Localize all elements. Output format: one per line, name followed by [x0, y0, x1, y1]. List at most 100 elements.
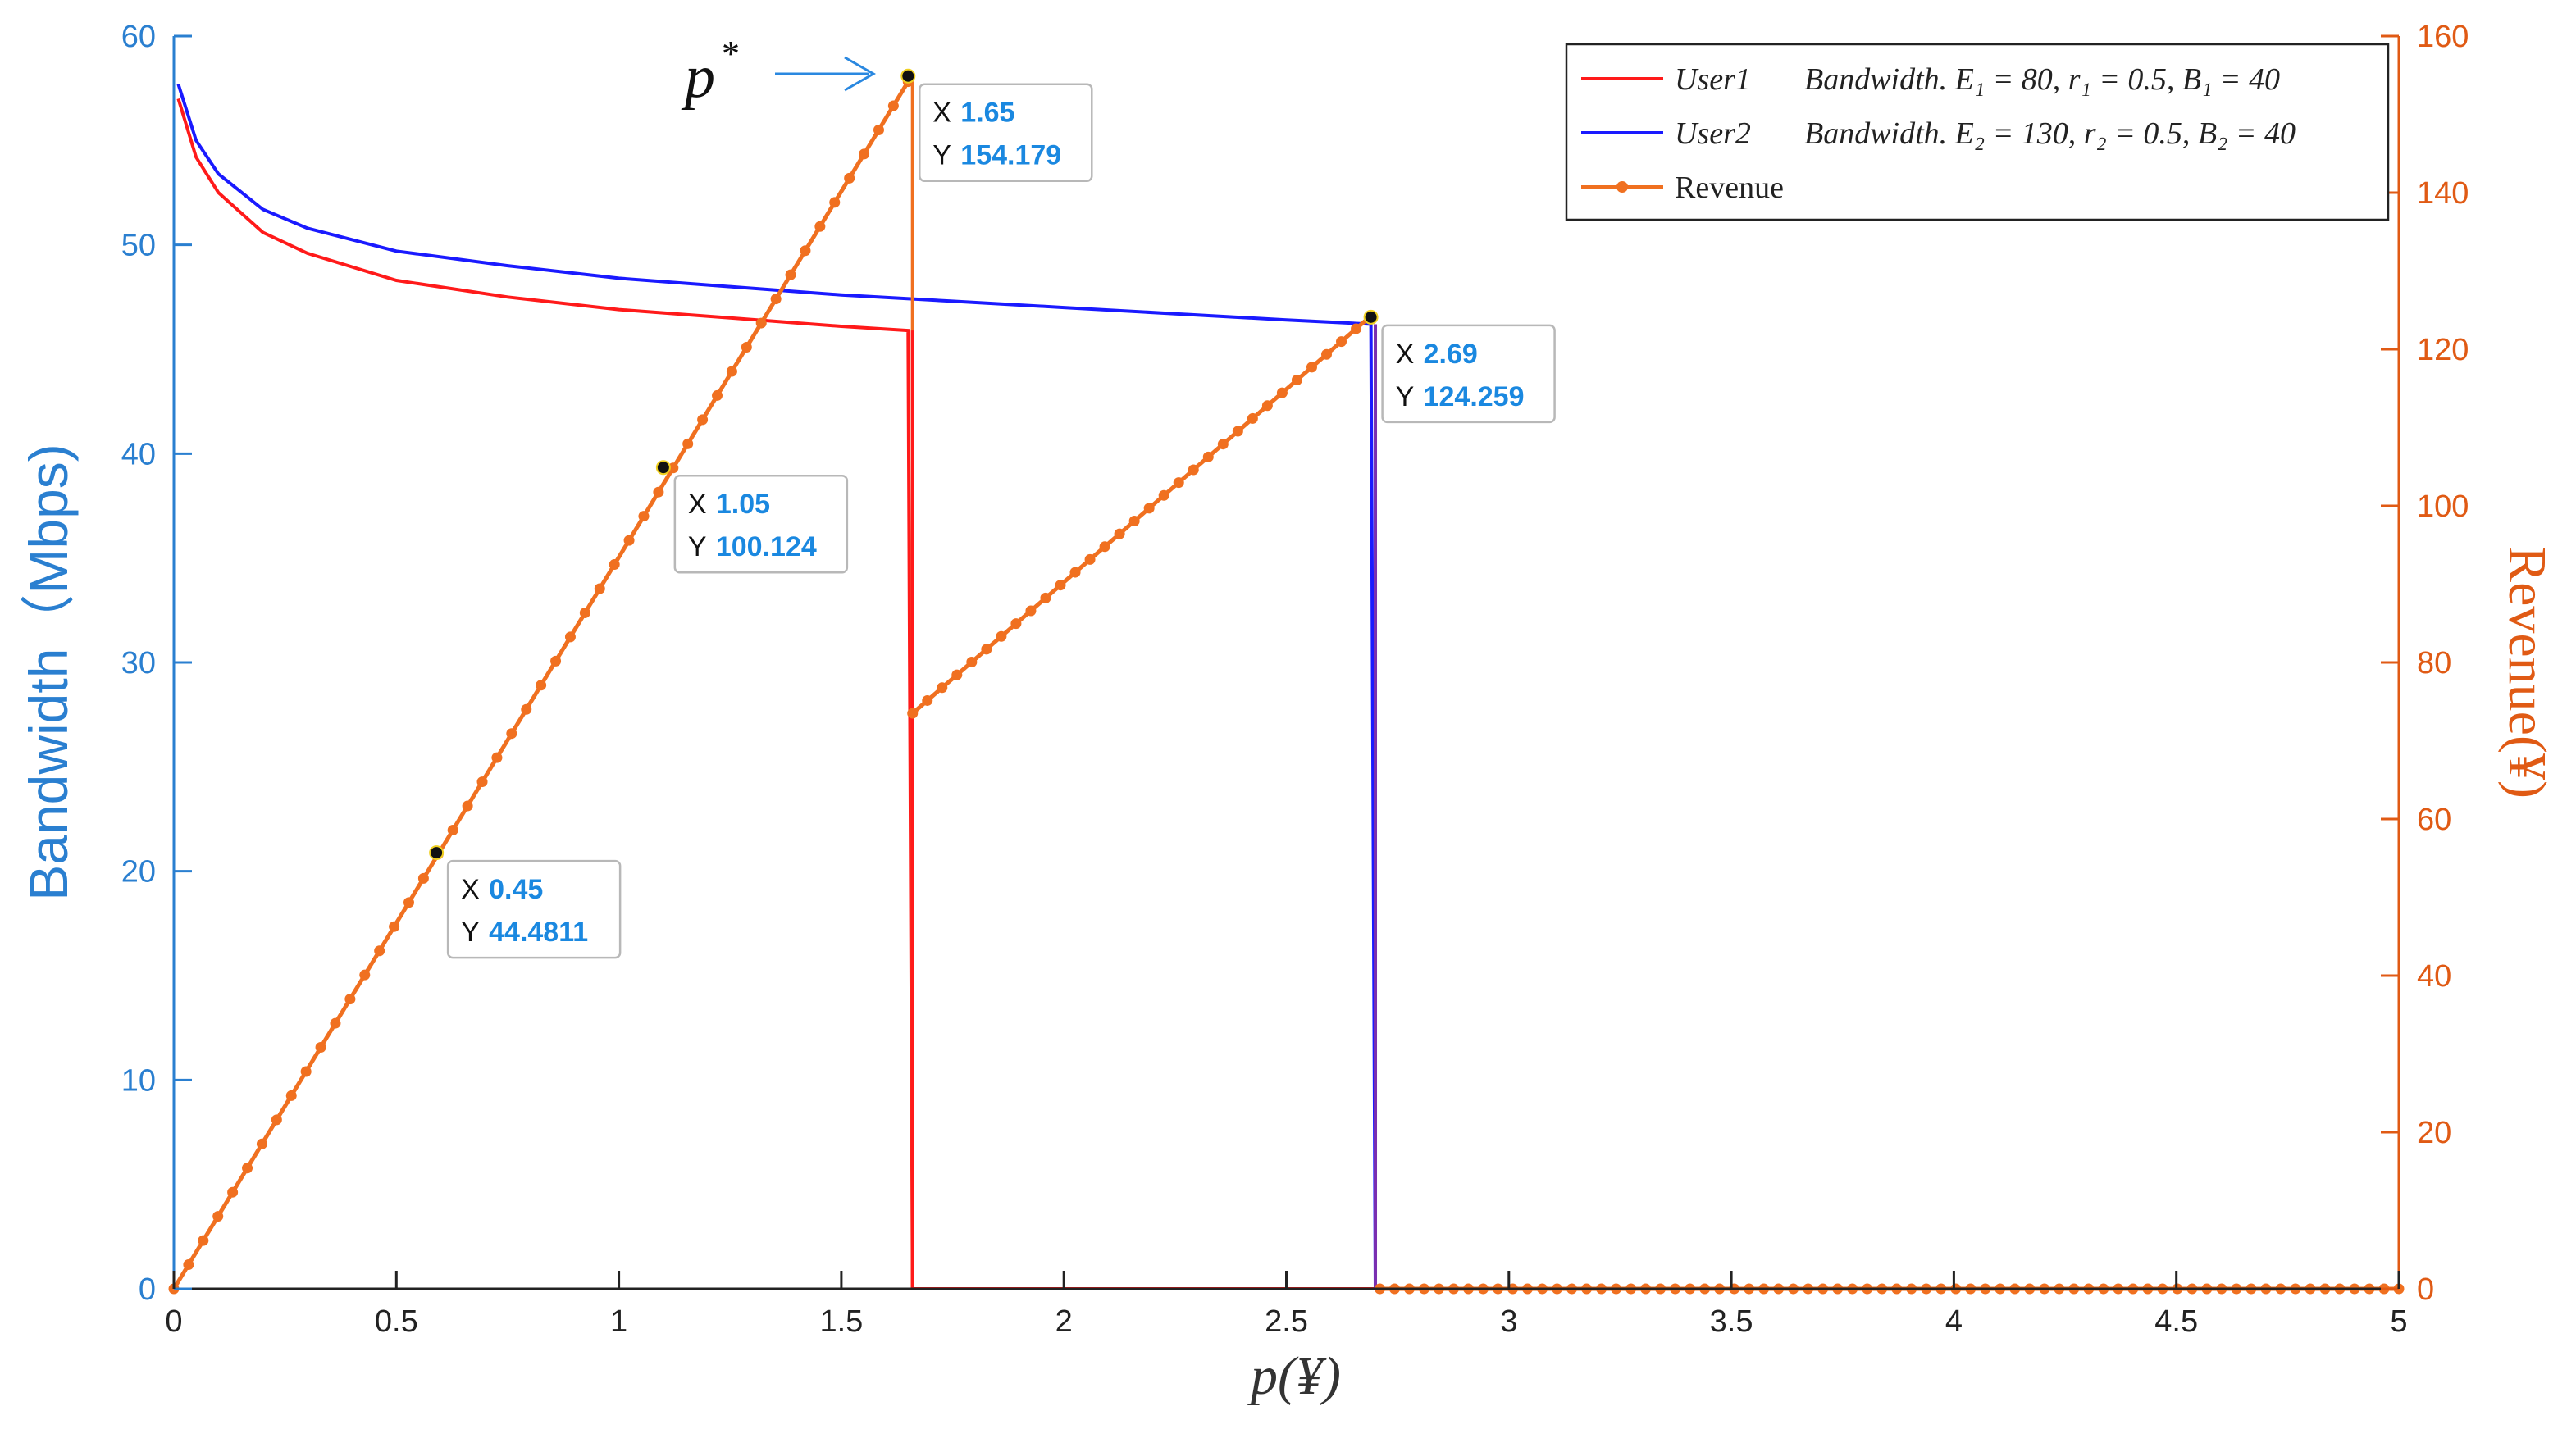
revenue-marker [1247, 412, 1258, 424]
revenue-marker [1143, 503, 1155, 514]
x-tick-label: 4.5 [2154, 1304, 2198, 1339]
p-star-label: p [681, 43, 715, 111]
revenue-marker [609, 559, 620, 571]
revenue-marker [1188, 464, 1199, 476]
datatip-x-key: X [932, 98, 951, 129]
revenue-marker [447, 824, 458, 835]
revenue-marker [638, 511, 650, 522]
revenue-marker [1321, 348, 1333, 360]
revenue-marker [873, 124, 884, 135]
revenue-marker [922, 694, 933, 706]
x-tick-label: 0 [165, 1304, 182, 1339]
revenue-marker [1232, 426, 1243, 437]
datatip-anchor-dot [900, 68, 916, 84]
revenue-marker [1291, 375, 1302, 386]
revenue-marker [887, 100, 899, 111]
revenue-marker [271, 1114, 282, 1126]
legend-box [1565, 43, 2390, 221]
revenue-marker [966, 657, 978, 668]
legend-series-name: User2 [1675, 116, 1751, 151]
revenue-marker [814, 221, 826, 232]
datatip-x-key: X [688, 489, 707, 520]
revenue-marker [653, 486, 664, 498]
x-tick-label: 3.5 [1710, 1304, 1753, 1339]
revenue-marker [1084, 553, 1096, 565]
revenue-marker [1336, 336, 1347, 348]
y-right-tick-label: 160 [2417, 20, 2469, 54]
y-axis-left-label: Bandwidth（Mbps) [18, 444, 79, 901]
revenue-marker [198, 1235, 209, 1246]
revenue-marker [697, 414, 709, 426]
y-right-tick-label: 140 [2417, 176, 2469, 211]
x-tick-label: 2 [1055, 1304, 1073, 1339]
revenue-marker [359, 969, 371, 981]
x-tick-label: 1.5 [819, 1304, 863, 1339]
x-axis-label: p(¥) [1247, 1346, 1341, 1406]
y-right-tick-label: 40 [2417, 959, 2451, 994]
y-right-tick-label: 100 [2417, 489, 2469, 524]
y-left-tick-label: 50 [121, 229, 156, 263]
revenue-marker [1010, 618, 1022, 630]
datatip-anchor-dot [1363, 309, 1379, 325]
datatip-y-value: 124.259 [1424, 381, 1525, 412]
revenue-marker [726, 366, 737, 377]
legend: User1 Bandwidth. E₁ = 80, r₁ = 0.5, B₁ = … [1565, 43, 2390, 221]
revenue-marker [1114, 528, 1125, 539]
revenue-marker [389, 921, 400, 932]
revenue-marker [1306, 362, 1317, 373]
revenue-marker [315, 1042, 326, 1054]
revenue-marker [462, 800, 473, 812]
y-left-tick-label: 20 [121, 855, 156, 890]
revenue-marker [844, 172, 855, 184]
revenue-marker [506, 728, 517, 740]
datatip-y-value: 44.4811 [489, 917, 588, 948]
axes-layer: 0 10 20 30 40 50 60 0 20 40 60 80 100 120 140 160 0 0.5 1 1… [121, 20, 2469, 1339]
datatip-y-key: Y [688, 531, 707, 562]
legend-series-name: User1 [1675, 62, 1751, 97]
y-left-tick-label: 60 [121, 20, 156, 54]
revenue-marker [403, 897, 414, 908]
series-line-user1 [176, 98, 2399, 1290]
revenue-marker [594, 583, 605, 594]
x-tick-label: 0.5 [375, 1304, 418, 1339]
revenue-marker [521, 703, 532, 715]
revenue-marker [623, 535, 635, 546]
revenue-marker [330, 1017, 341, 1029]
revenue-marker [907, 708, 919, 719]
x-tick-label: 2.5 [1265, 1304, 1308, 1339]
y-left-tick-label: 30 [121, 646, 156, 680]
datatip-x-value: 1.65 [960, 98, 1014, 129]
revenue-marker [300, 1066, 312, 1077]
y-right-tick-label: 120 [2417, 333, 2469, 367]
datatip-box [446, 859, 622, 959]
revenue-marker [668, 462, 679, 474]
datatip-x-key: X [1396, 339, 1415, 370]
datatip-box [1381, 324, 1556, 424]
revenue-marker [682, 438, 694, 449]
datatip-anchor-dot [655, 460, 671, 476]
legend-series-desc: Bandwidth. E₁ = 80, r₁ = 0.5, B₁ = 40 [1804, 62, 2280, 97]
series-layer [168, 76, 2405, 1295]
revenue-marker [785, 269, 796, 280]
revenue-marker [1261, 400, 1273, 412]
y-left-tick-label: 10 [121, 1063, 156, 1098]
revenue-marker [996, 630, 1007, 642]
revenue-marker [1099, 541, 1110, 553]
y-left-tick-label: 0 [139, 1272, 156, 1307]
x-tick-label: 4 [1945, 1304, 1963, 1339]
datatip-anchor-dot [429, 845, 445, 861]
y-right-tick-label: 0 [2417, 1272, 2434, 1307]
revenue-marker [1158, 489, 1169, 501]
revenue-marker [770, 294, 782, 305]
revenue-marker [1173, 477, 1184, 489]
revenue-marker [755, 317, 767, 329]
y-axis-right-label: Revenue(¥) [2497, 546, 2557, 799]
legend-series-desc: Bandwidth. E₂ = 130, r₂ = 0.5, B₂ = 40 [1804, 116, 2296, 151]
revenue-marker [536, 680, 547, 691]
x-tick-label: 5 [2390, 1304, 2407, 1339]
x-tick-label: 1 [610, 1304, 627, 1339]
p-star-annotation: p * [681, 34, 877, 111]
revenue-marker [212, 1211, 224, 1222]
revenue-marker [285, 1090, 297, 1101]
revenue-marker [1128, 516, 1140, 527]
